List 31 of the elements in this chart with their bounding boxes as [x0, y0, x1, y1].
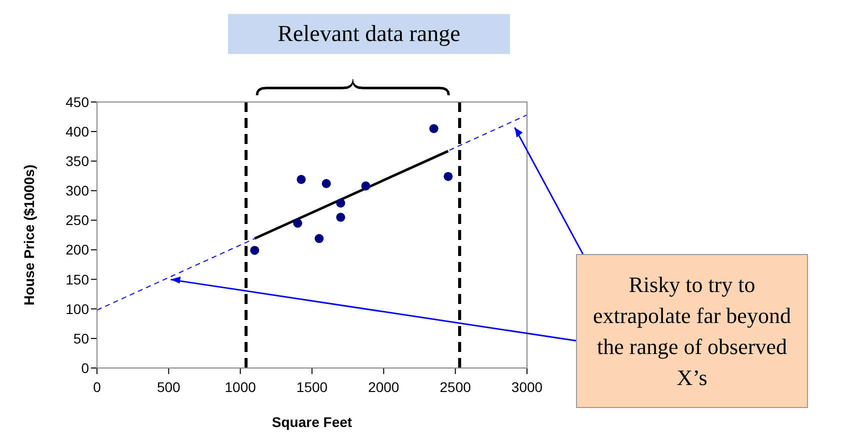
x-tick-label: 1500	[296, 378, 328, 395]
y-tick-label: 450	[66, 94, 90, 110]
y-tick-label: 300	[66, 182, 90, 199]
x-tick-label: 2000	[368, 378, 400, 395]
point	[444, 172, 453, 181]
x-tick-label: 500	[156, 378, 181, 395]
y-tick-label: 400	[66, 124, 90, 140]
text: Relevant data range	[228, 14, 510, 54]
text: Risky to try to extrapolate far beyond the range of observed X’s	[576, 254, 808, 408]
x-tick-label: 3000	[511, 378, 543, 395]
y-tick-label: 200	[66, 242, 90, 258]
point	[314, 234, 324, 244]
point	[361, 181, 370, 190]
y-tick-label: 350	[66, 153, 90, 170]
y-tick-label: 150	[66, 271, 90, 288]
point	[296, 174, 306, 184]
y-tick-label: 100	[66, 300, 90, 317]
y-axis-title: House Price ($1000s)	[20, 164, 37, 306]
y-tick-label: 0	[81, 360, 90, 376]
point	[250, 246, 260, 255]
point	[429, 124, 438, 134]
point	[322, 179, 331, 188]
point	[336, 212, 346, 222]
y-tick-label: 250	[66, 212, 90, 228]
y-tick-label: 50	[73, 330, 90, 346]
x-tick-label: 0	[93, 378, 102, 395]
x-tick-label: 1000	[224, 378, 256, 395]
x-tick-label: 2500	[440, 378, 472, 395]
point	[336, 198, 346, 208]
point	[293, 218, 302, 228]
x-axis-title: Square Feet	[272, 414, 352, 430]
